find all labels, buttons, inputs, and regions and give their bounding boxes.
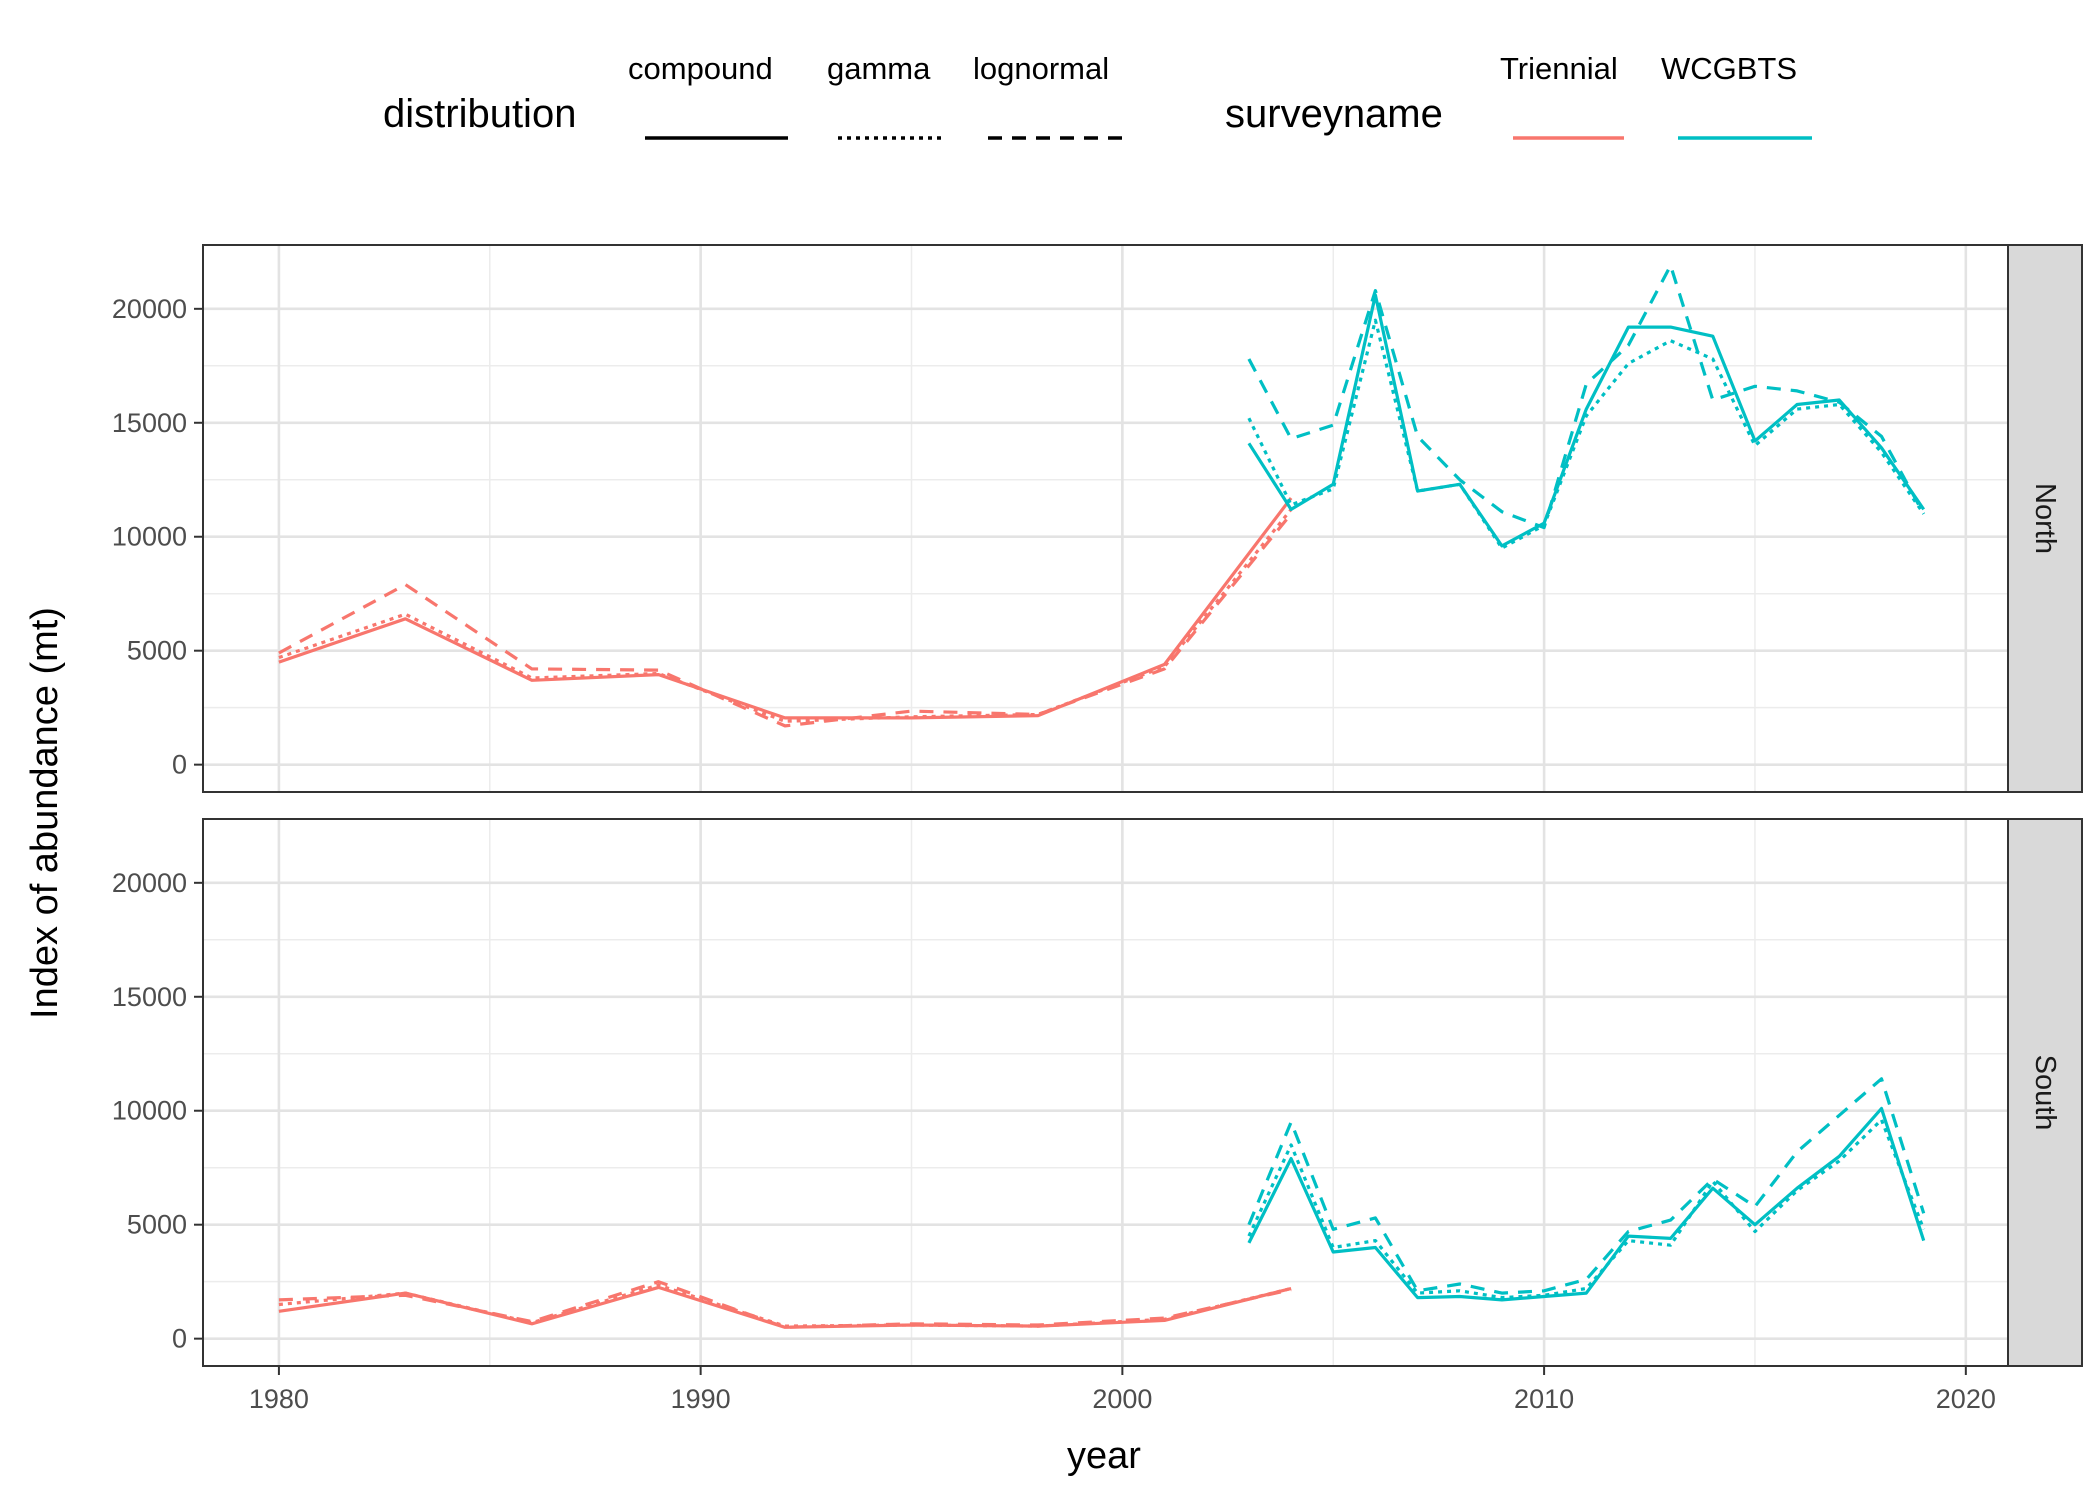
- series-line-north-triennial-lognormal: [278, 512, 1293, 728]
- legend-label-triennial: Triennial: [1500, 51, 1618, 86]
- legend-label-gamma: gamma: [827, 51, 931, 86]
- series-line-north-triennial-compound: [278, 497, 1293, 720]
- y-tick-label: 10000: [112, 1096, 187, 1126]
- panel-background-north: [203, 245, 2008, 792]
- y-tick-label: 20000: [112, 868, 187, 898]
- y-tick-label: 5000: [127, 1210, 187, 1240]
- panel-north: North 0 5000 10000 15000 20000: [112, 244, 2083, 793]
- x-axis: 1980 1990 2000 2010 2020: [249, 1366, 1996, 1414]
- strip-label-south: South: [2029, 1055, 2061, 1131]
- y-axis-title: Index of abundance (mt): [24, 607, 66, 1019]
- legend-title-surveyname: surveyname: [1225, 92, 1443, 136]
- x-tick-label: 1990: [671, 1384, 731, 1414]
- panel-south: South 0 5000 10000 15000 20000: [112, 818, 2083, 1367]
- y-tick-label: 0: [172, 750, 187, 780]
- panel-background-south: [203, 819, 2008, 1366]
- y-tick-label: 10000: [112, 522, 187, 552]
- y-tick-label: 0: [172, 1324, 187, 1354]
- series-line-north-wcgbts-lognormal: [1247, 263, 1926, 530]
- strip-south: [2007, 818, 2083, 1367]
- x-axis-title: year: [1067, 1435, 1141, 1477]
- y-tick-label: 20000: [112, 294, 187, 324]
- x-tick-label: 2010: [1514, 1384, 1574, 1414]
- y-tick-label: 15000: [112, 408, 187, 438]
- series-line-south-triennial-lognormal: [278, 1280, 1292, 1329]
- strip-north: [2007, 244, 2083, 793]
- legend: distribution compound gamma lognormal su…: [383, 51, 1812, 140]
- strip-label-north: North: [2029, 483, 2061, 554]
- plot-panels: North 0 5000 10000 15000 20000 South 0 5000 10000…: [112, 244, 2083, 1414]
- legend-label-wcgbts: WCGBTS: [1661, 51, 1797, 86]
- series-line-north-triennial-gamma: [278, 508, 1293, 723]
- series-line-south-wcgbts-compound: [1247, 1106, 1926, 1302]
- y-tick-label: 15000: [112, 982, 187, 1012]
- legend-title-distribution: distribution: [383, 92, 576, 136]
- x-tick-label: 2000: [1092, 1384, 1152, 1414]
- legend-label-lognormal: lognormal: [973, 51, 1109, 86]
- x-tick-label: 1980: [249, 1384, 309, 1414]
- series-line-north-wcgbts-compound: [1247, 293, 1926, 548]
- legend-label-compound: compound: [628, 51, 773, 86]
- y-tick-label: 5000: [127, 636, 187, 666]
- series-line-north-wcgbts-gamma: [1247, 318, 1926, 550]
- x-tick-label: 2020: [1936, 1384, 1996, 1414]
